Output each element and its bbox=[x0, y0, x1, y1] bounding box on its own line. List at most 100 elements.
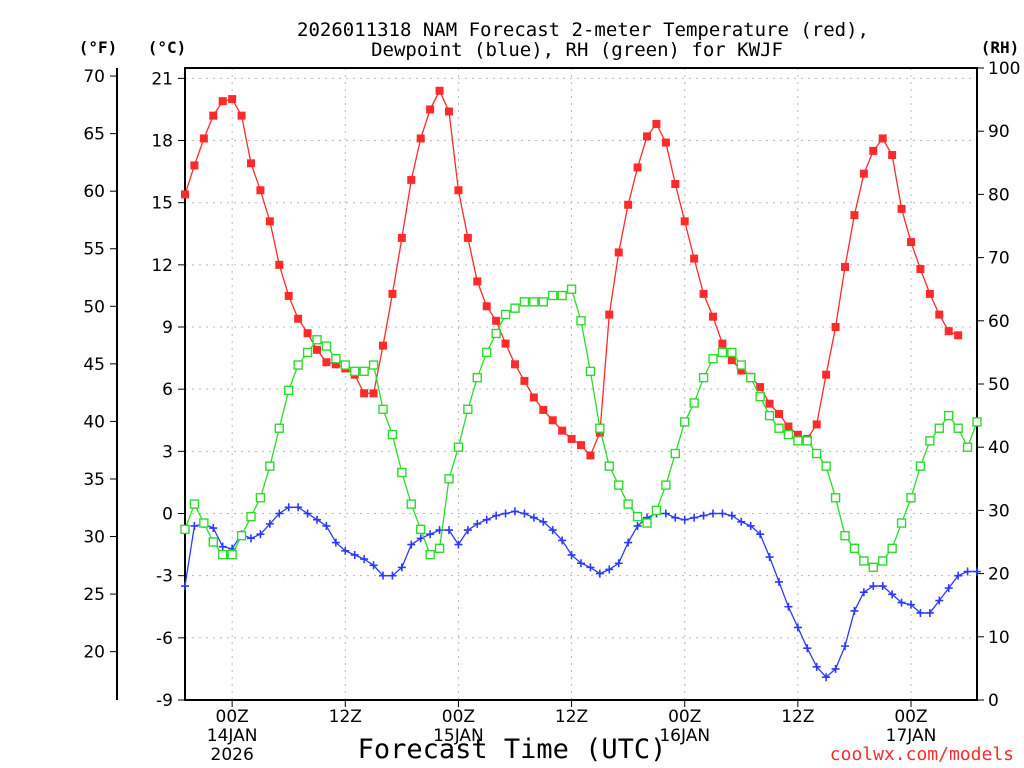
relative-humidity-point bbox=[538, 297, 548, 307]
dewpoint-point bbox=[492, 511, 501, 520]
temperature-point bbox=[303, 329, 312, 338]
relative-humidity-point bbox=[463, 404, 473, 414]
fahrenheit-unit-label: (°F) bbox=[79, 38, 118, 57]
dewpoint-point bbox=[586, 563, 595, 572]
dewpoint-point bbox=[718, 509, 727, 518]
dewpoint-point bbox=[313, 515, 321, 524]
relative-humidity-point bbox=[331, 354, 341, 364]
relative-humidity-point bbox=[548, 290, 558, 301]
relative-humidity-point bbox=[915, 461, 926, 471]
dewpoint-point bbox=[445, 526, 453, 535]
fahrenheit-tick-label: 65 bbox=[83, 125, 105, 145]
relative-humidity-point bbox=[972, 417, 982, 427]
x-tick-year: 2026 bbox=[211, 745, 254, 765]
temperature-point bbox=[284, 291, 293, 300]
relative-humidity-point bbox=[661, 480, 671, 490]
fahrenheit-tick-label: 20 bbox=[83, 643, 105, 663]
temperature-point bbox=[680, 217, 689, 226]
dewpoint-point bbox=[473, 519, 482, 528]
relative-humidity-point bbox=[340, 360, 350, 370]
relative-humidity-point bbox=[764, 410, 775, 421]
x-tick-label: 12Z bbox=[555, 707, 588, 727]
relative-humidity-point bbox=[472, 372, 482, 383]
relative-humidity-point bbox=[576, 316, 586, 326]
temperature-point bbox=[181, 190, 189, 199]
dewpoint-point bbox=[520, 509, 529, 518]
relative-humidity-point bbox=[510, 303, 520, 313]
temperature-point bbox=[916, 264, 925, 273]
relative-humidity-point bbox=[302, 347, 313, 358]
temperature-point bbox=[812, 420, 821, 429]
temperature-point bbox=[831, 323, 840, 332]
rh-tick-label: 70 bbox=[988, 249, 1010, 269]
rh-tick-label: 100 bbox=[988, 59, 1020, 79]
dewpoint-point bbox=[454, 540, 463, 549]
relative-humidity-point bbox=[359, 366, 369, 377]
celsius-tick-label: 18 bbox=[151, 132, 173, 152]
celsius-tick-label: -6 bbox=[156, 629, 173, 649]
temperature-point bbox=[784, 422, 793, 431]
x-tick-date: 15JAN bbox=[433, 726, 484, 746]
temperature-point bbox=[907, 238, 915, 247]
dewpoint-point bbox=[746, 521, 755, 530]
temperature-point bbox=[624, 200, 633, 209]
dewpoint-point bbox=[614, 559, 623, 568]
temperature-point bbox=[247, 159, 255, 168]
x-tick-label: 12Z bbox=[781, 707, 814, 727]
temperature-point bbox=[577, 441, 585, 450]
temperature-point bbox=[718, 339, 727, 348]
dewpoint-point bbox=[379, 571, 387, 580]
temperature-point bbox=[407, 175, 416, 184]
dewpoint-point bbox=[181, 582, 189, 591]
relative-humidity-point bbox=[500, 309, 511, 320]
dewpoint-point bbox=[727, 511, 736, 520]
temperature-point bbox=[322, 358, 331, 367]
dewpoint-point bbox=[775, 577, 783, 586]
temperature-point bbox=[331, 360, 340, 369]
dewpoint-point bbox=[784, 602, 793, 611]
dewpoint-point bbox=[482, 515, 491, 524]
dewpoint-point bbox=[511, 507, 519, 516]
temperature-point bbox=[275, 260, 284, 269]
dewpoint-point bbox=[812, 662, 821, 671]
relative-humidity-point bbox=[689, 398, 699, 408]
temperature-point bbox=[313, 345, 321, 354]
temperature-point bbox=[888, 151, 897, 160]
relative-humidity-point bbox=[821, 461, 831, 471]
dewpoint-point bbox=[935, 596, 944, 605]
relative-humidity-point bbox=[793, 436, 803, 446]
rh-tick-label: 0 bbox=[988, 691, 999, 711]
relative-humidity-point bbox=[698, 372, 709, 383]
relative-humidity-point bbox=[840, 530, 850, 541]
relative-humidity-point bbox=[755, 391, 765, 402]
dewpoint-point bbox=[680, 515, 689, 524]
x-tick-label: 00Z bbox=[442, 707, 475, 727]
dewpoint-point bbox=[407, 540, 416, 549]
fahrenheit-tick-label: 60 bbox=[83, 182, 105, 202]
dewpoint-point bbox=[756, 530, 765, 539]
temperature-point bbox=[699, 289, 708, 298]
dewpoint-point bbox=[944, 584, 953, 593]
relative-humidity-point bbox=[774, 423, 784, 433]
relative-humidity-point bbox=[180, 524, 190, 535]
tick-labels: 211815129630-3-6-97065605550454035302520… bbox=[83, 59, 1020, 765]
relative-humidity-point bbox=[962, 442, 973, 452]
fahrenheit-tick-label: 45 bbox=[83, 355, 105, 375]
relative-humidity-point bbox=[368, 360, 379, 370]
fahrenheit-tick-label: 40 bbox=[83, 412, 105, 432]
x-tick-label: 00Z bbox=[216, 707, 249, 727]
temperature-point bbox=[793, 430, 802, 439]
relative-humidity-point bbox=[651, 505, 662, 516]
temperature-point bbox=[859, 169, 868, 178]
relative-humidity-point bbox=[227, 549, 237, 560]
dewpoint-point bbox=[595, 569, 604, 578]
relative-humidity-point bbox=[623, 499, 633, 509]
relative-humidity-point bbox=[604, 461, 614, 471]
dewpoint-point bbox=[888, 590, 897, 599]
temperature-point bbox=[567, 434, 576, 443]
celsius-tick-label: 12 bbox=[151, 256, 173, 276]
x-tick-label: 00Z bbox=[668, 707, 701, 727]
relative-humidity-point bbox=[255, 493, 266, 503]
dewpoint-point bbox=[190, 521, 199, 530]
relative-humidity-point bbox=[312, 335, 322, 345]
